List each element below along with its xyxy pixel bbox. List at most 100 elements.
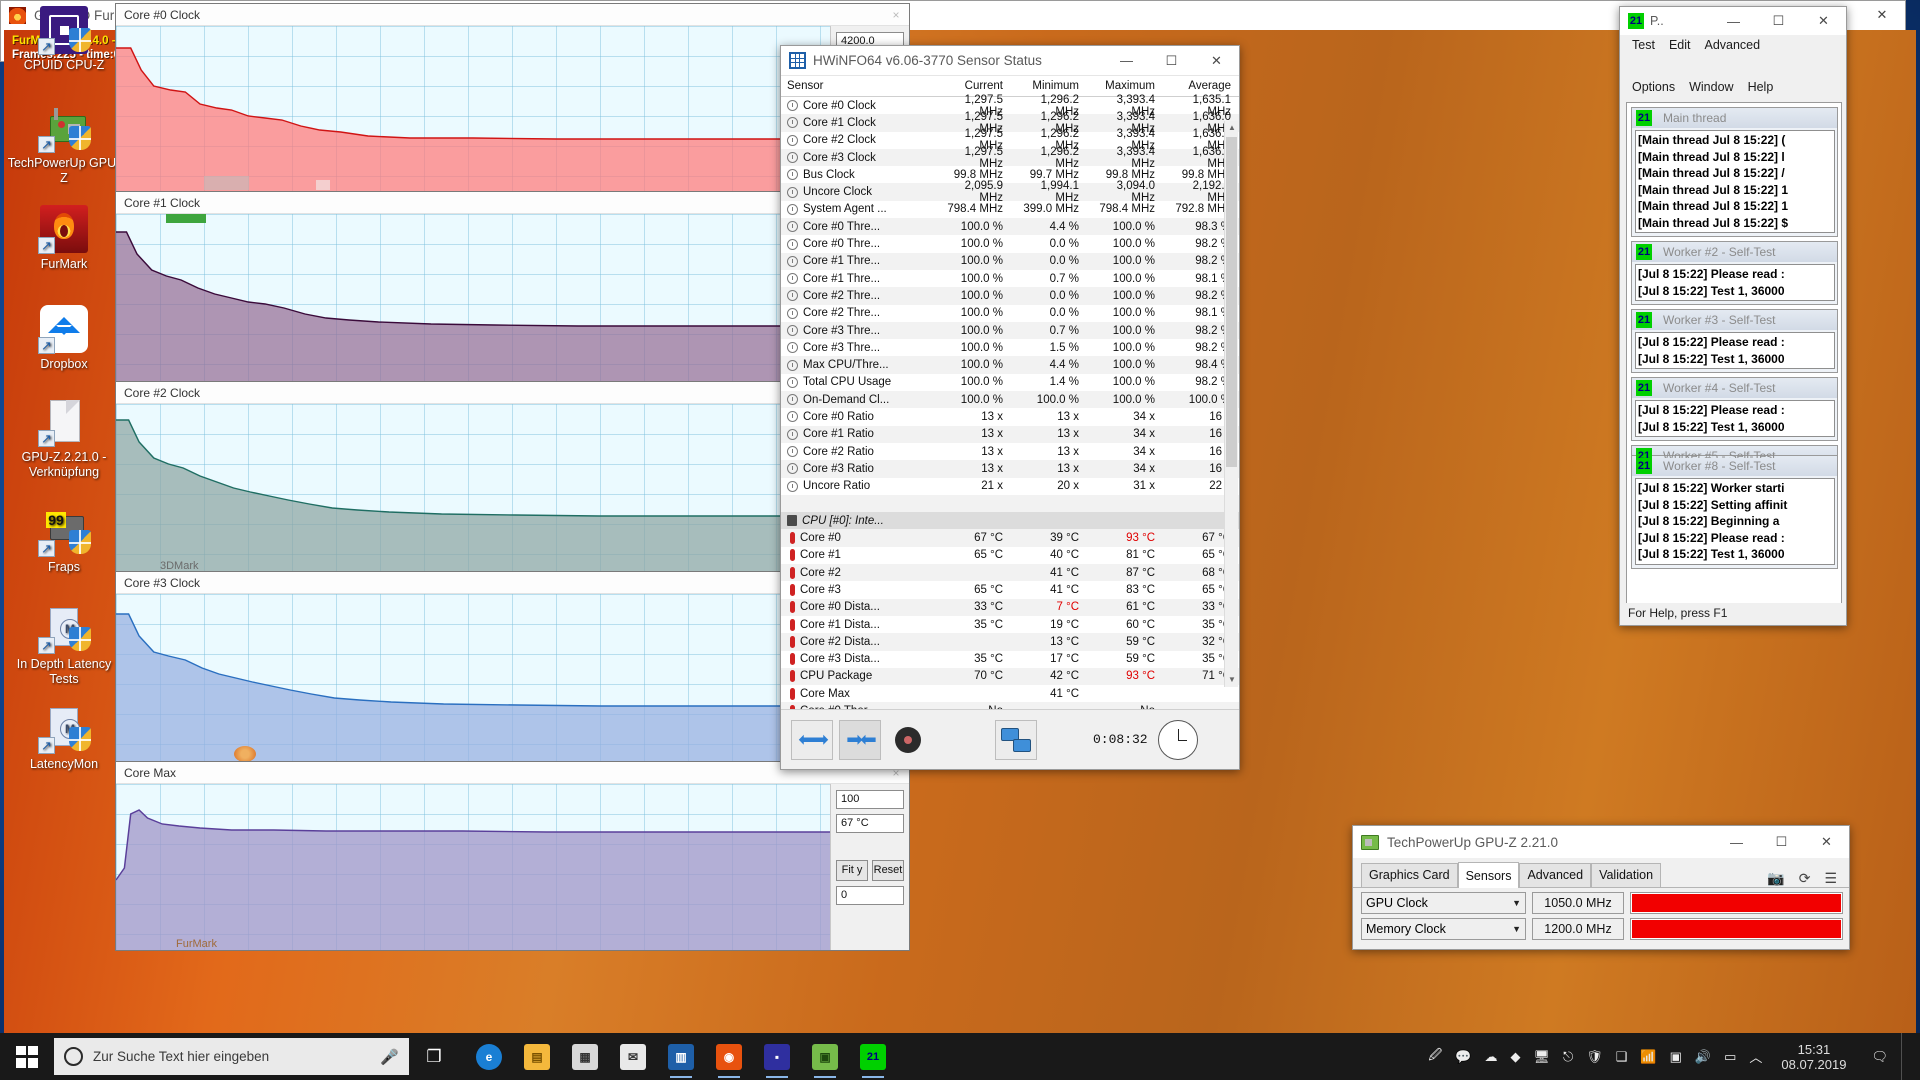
- desktop-icon-latency-tests[interactable]: M ↗ In Depth Latency Tests: [4, 605, 124, 687]
- close-button[interactable]: ✕: [1211, 52, 1222, 68]
- prime95-pane-worker8[interactable]: 21 Worker #8 - Self-Test [Jul 8 15:22] W…: [1631, 455, 1838, 569]
- column-header-average[interactable]: Average: [1188, 80, 1231, 92]
- maximize-button[interactable]: ☐: [1775, 834, 1788, 849]
- expand-columns-button[interactable]: ⬅➡: [791, 719, 833, 760]
- task-view-button[interactable]: ❐: [409, 1033, 459, 1080]
- sensor-row[interactable]: Core #0 Thre... 100.0 % 4.4 % 100.0 % 98.3 %: [781, 218, 1239, 236]
- gpuz-sensor-row[interactable]: Memory Clock ▼ 1200.0 MHz: [1361, 918, 1843, 940]
- refresh-icon[interactable]: ⟳: [1798, 870, 1811, 886]
- shield-icon[interactable]: 🛡: [1586, 1048, 1603, 1064]
- sensor-row[interactable]: Core #1 65 °C 40 °C 81 °C 65 °C: [781, 546, 1239, 565]
- taskbar-app-furmark[interactable]: ◉: [705, 1033, 753, 1080]
- gpu-clock-select[interactable]: GPU Clock ▼: [1361, 892, 1526, 914]
- sensor-row[interactable]: System Agent ... 798.4 MHz 399.0 MHz 798.4 …: [781, 200, 1239, 219]
- column-header-current[interactable]: Current: [964, 80, 1003, 92]
- taskbar[interactable]: Zur Suche Text hier eingeben 🎤 ❐ e ▤ ▦ ✉…: [0, 1033, 1920, 1080]
- search-box[interactable]: Zur Suche Text hier eingeben 🎤: [54, 1038, 409, 1075]
- reset-button[interactable]: Reset: [872, 860, 904, 881]
- wifi-icon[interactable]: 📶: [1640, 1048, 1657, 1064]
- sensor-row[interactable]: Core #2 Thre... 100.0 % 0.0 % 100.0 % 98.2 %: [781, 287, 1239, 305]
- clock-icon[interactable]: [1157, 719, 1198, 760]
- sensor-table[interactable]: Sensor Current Minimum Maximum Average C…: [781, 76, 1239, 737]
- sensor-row[interactable]: Core #1 Clock 1,297.5 MHz 1,296.2 MHz 3,393…: [781, 111, 1239, 135]
- notifications-icon[interactable]: 🗨: [1871, 1048, 1888, 1064]
- desktop-icon-fraps[interactable]: 99 ↗ Fraps: [4, 508, 124, 575]
- onedrive-icon[interactable]: ☁: [1484, 1048, 1498, 1064]
- close-button[interactable]: ✕: [1818, 13, 1829, 28]
- sensor-row[interactable]: Core #3 Clock 1,297.5 MHz 1,296.2 MHz 3,393…: [781, 146, 1239, 170]
- taskbar-app-hwinfo[interactable]: ▥: [657, 1033, 705, 1080]
- taskbar-app-edge[interactable]: e: [465, 1033, 513, 1080]
- graph-window-core3-clock[interactable]: Core #3 Clock × 4200.0 1,296.5 MHz Fit y: [115, 571, 910, 763]
- desktop-icon-cpuz[interactable]: ↗ CPUID CPU-Z: [4, 6, 124, 73]
- sensor-row[interactable]: Core #1 Ratio 13 x 13 x 34 x 16 x: [781, 425, 1239, 443]
- sensor-row[interactable]: Bus Clock 99.8 MHz 99.7 MHz 99.8 MHz 99.8 MH…: [781, 166, 1239, 184]
- menu-item-help[interactable]: Help: [1747, 80, 1774, 94]
- window-icon[interactable]: ❑: [1615, 1048, 1628, 1064]
- graph-window-core-max[interactable]: Core Max × FurMark 100 67 °C Fit y Reset…: [115, 761, 910, 951]
- taskbar-app-microsoft-store[interactable]: ▦: [561, 1033, 609, 1080]
- desktop-icon-latencymon[interactable]: M ↗ LatencyMon: [4, 705, 124, 772]
- system-tray[interactable]: 🖉 💬 ☁ ◆ 🖥 ⎋ 🛡 ❑ 📶 ▣ 🔊 ▭ ︿ 15:31 08.07.20…: [1428, 1033, 1920, 1080]
- menu-item-options[interactable]: Options: [1632, 80, 1676, 94]
- maximize-button[interactable]: ☐: [1165, 52, 1178, 68]
- graph-current-field[interactable]: 67 °C: [836, 814, 904, 833]
- sensor-row[interactable]: Core #3 Dista... 35 °C 17 °C 59 °C 35 °C: [781, 650, 1239, 668]
- hwinfo-sensor-window[interactable]: HWiNFO64 v6.06-3770 Sensor Status — ☐ ✕ …: [780, 45, 1240, 770]
- taskbar-app-mail[interactable]: ✉: [609, 1033, 657, 1080]
- start-button[interactable]: [0, 1033, 54, 1080]
- desktop-icon-furmark[interactable]: ↗ FurMark: [4, 205, 124, 272]
- sensor-row[interactable]: Core #3 Ratio 13 x 13 x 34 x 16 x: [781, 460, 1239, 478]
- taskbar-apps[interactable]: e ▤ ▦ ✉ ▥ ◉ ▪ ▣ 21: [465, 1033, 897, 1080]
- sensor-row[interactable]: Uncore Ratio 21 x 20 x 31 x 22 x: [781, 477, 1239, 495]
- menu-item-edit[interactable]: Edit: [1668, 38, 1691, 52]
- prime95-mdi-client[interactable]: 21 Main thread [Main thread Jul 8 15:22]…: [1626, 102, 1842, 612]
- menu-item-test[interactable]: Test: [1632, 38, 1655, 52]
- sensor-row[interactable]: Core #3 Thre... 100.0 % 0.7 % 100.0 % 98.2 %: [781, 321, 1239, 340]
- graph-min-field[interactable]: 0: [836, 886, 904, 905]
- sensor-row[interactable]: On-Demand Cl... 100.0 % 100.0 % 100.0 % 100.…: [781, 391, 1239, 409]
- gpuz-tabbar[interactable]: Graphics Card Sensors Advanced Validatio…: [1353, 858, 1849, 888]
- minimize-button[interactable]: —: [1730, 834, 1743, 850]
- collapse-columns-button[interactable]: ➡⬅: [839, 719, 881, 760]
- desktop-icon-dropbox[interactable]: ↗ Dropbox: [4, 305, 124, 372]
- taskbar-app-cpuz[interactable]: ▪: [753, 1033, 801, 1080]
- remote-monitoring-button[interactable]: [995, 719, 1037, 760]
- close-button[interactable]: ✕: [1876, 7, 1888, 22]
- gpuz-sensor-row[interactable]: GPU Clock ▼ 1050.0 MHz: [1361, 892, 1843, 914]
- gpuz-window[interactable]: TechPowerUp GPU-Z 2.21.0 — ☐ ✕ Graphics …: [1352, 825, 1850, 950]
- scrollbar-thumb[interactable]: [1226, 137, 1237, 467]
- show-desktop-button[interactable]: [1901, 1033, 1910, 1080]
- fan-control-button[interactable]: [887, 720, 929, 760]
- sensor-row[interactable]: Core #2 Thre... 100.0 % 0.0 % 100.0 % 98.1 %: [781, 304, 1239, 322]
- graph-controls[interactable]: 100 67 °C Fit y Reset 0: [831, 784, 909, 950]
- prime95-window[interactable]: 21 P.. — ☐ ✕ Test Edit Advanced Options …: [1619, 6, 1847, 626]
- sensor-row[interactable]: [781, 494, 1239, 513]
- battery-icon[interactable]: ▭: [1724, 1048, 1737, 1064]
- scroll-down-icon[interactable]: ▼: [1228, 675, 1236, 684]
- column-header-maximum[interactable]: Maximum: [1105, 80, 1155, 92]
- microphone-icon[interactable]: 🎤: [380, 1048, 399, 1066]
- prime95-menubar[interactable]: Test Edit Advanced Options Window Help: [1620, 35, 1846, 98]
- pen-icon[interactable]: 🖉: [1428, 1046, 1443, 1062]
- taskbar-app-file-explorer[interactable]: ▤: [513, 1033, 561, 1080]
- sensor-row[interactable]: Core #0 Ratio 13 x 13 x 34 x 16 x: [781, 408, 1239, 426]
- usb-icon[interactable]: ⎋: [1562, 1048, 1574, 1064]
- sensor-row[interactable]: Core #2 Clock 1,297.5 MHz 1,296.2 MHz 3,393…: [781, 128, 1239, 152]
- monitor-icon[interactable]: 🖥: [1533, 1048, 1550, 1064]
- minimize-button[interactable]: —: [1120, 53, 1133, 68]
- sensor-row[interactable]: Core #0 Clock 1,297.5 MHz 1,296.2 MHz 3,393…: [781, 94, 1239, 118]
- prime95-pane-worker3[interactable]: 21 Worker #3 - Self-Test [Jul 8 15:22] P…: [1631, 309, 1838, 373]
- tab-sensors[interactable]: Sensors: [1457, 862, 1520, 888]
- menu-icon[interactable]: ☰: [1824, 870, 1837, 886]
- desktop-icon-gpuz[interactable]: ↗ TechPowerUp GPU-Z: [4, 104, 124, 186]
- tab-graphics-card[interactable]: Graphics Card: [1361, 863, 1458, 887]
- tab-validation[interactable]: Validation: [1591, 863, 1662, 887]
- column-header-minimum[interactable]: Minimum: [1032, 80, 1079, 92]
- tab-advanced[interactable]: Advanced: [1519, 863, 1592, 887]
- volume-icon[interactable]: 🔊: [1694, 1048, 1712, 1064]
- close-button[interactable]: ✕: [1821, 834, 1832, 849]
- chat-icon[interactable]: 💬: [1455, 1048, 1472, 1064]
- arrow-up-icon[interactable]: ︿: [1749, 1050, 1763, 1065]
- sensor-row[interactable]: Core #1 Thre... 100.0 % 0.7 % 100.0 % 98.1 %: [781, 269, 1239, 288]
